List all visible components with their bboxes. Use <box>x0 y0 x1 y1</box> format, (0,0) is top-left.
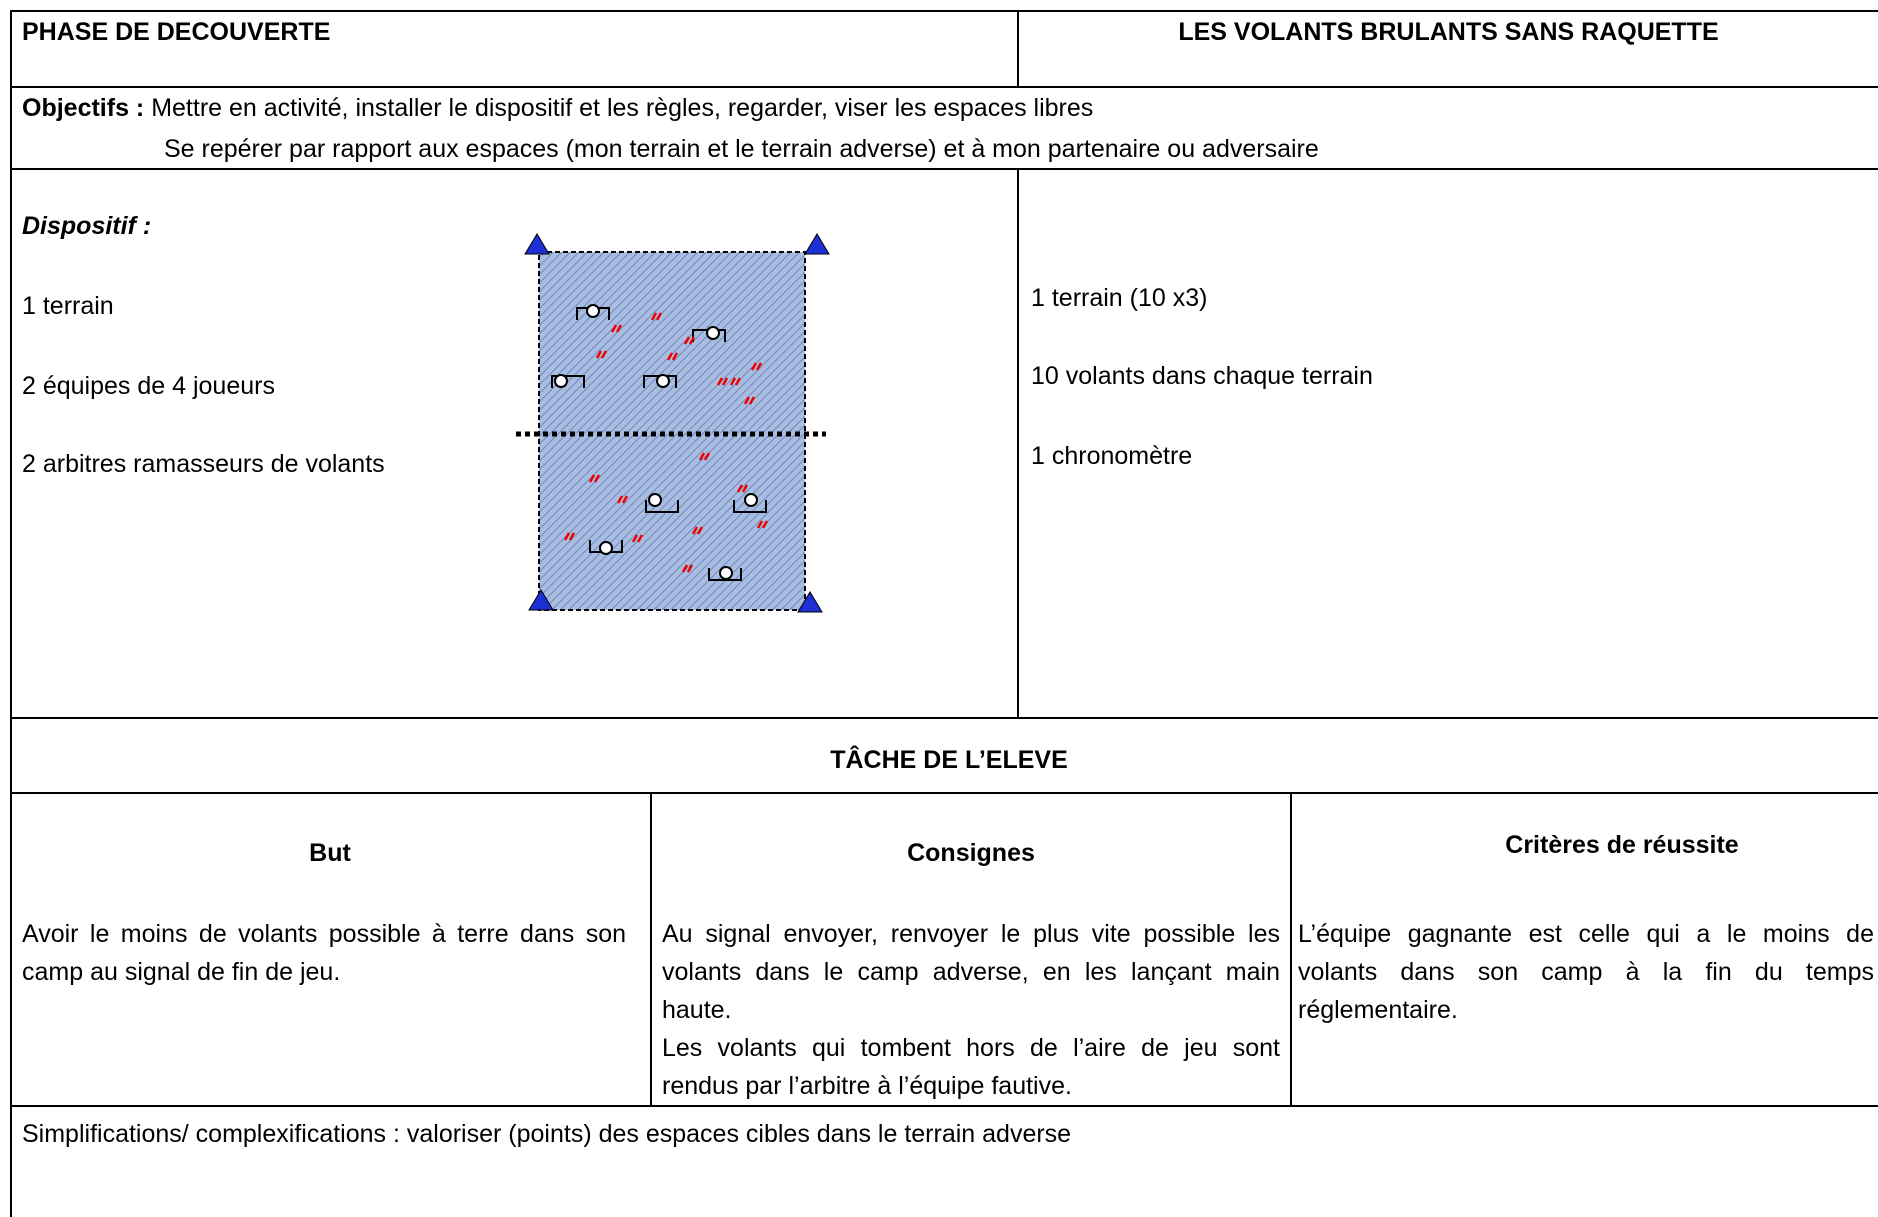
column-heading: Consignes <box>907 839 1035 867</box>
row-line <box>10 1105 1878 1107</box>
col-line <box>1017 168 1019 717</box>
right-item: 1 terrain (10 x3) <box>1031 284 1208 312</box>
right-item: 10 volants dans chaque terrain <box>1031 362 1373 390</box>
column-text: Avoir le moins de volants possible à ter… <box>22 920 626 986</box>
court-diagram <box>516 233 830 613</box>
left-item: 2 équipes de 4 joueurs <box>22 372 275 400</box>
objectives-line: Se repérer par rapport aux espaces (mon … <box>164 135 1319 163</box>
col-line <box>1017 10 1019 86</box>
left-item: 1 terrain <box>22 292 114 320</box>
column-text: Les volants qui tombent hors de l’aire d… <box>662 1034 1280 1100</box>
column-heading: Critères de réussite <box>1505 831 1739 859</box>
row-line <box>10 717 1878 719</box>
row-line <box>10 86 1878 88</box>
row-line <box>10 792 1878 794</box>
col-line <box>650 792 652 1105</box>
column-heading: But <box>309 839 351 867</box>
header-left: PHASE DE DECOUVERTE <box>22 18 331 46</box>
left-item: 2 arbitres ramasseurs de volants <box>22 450 385 478</box>
table-border <box>10 10 1878 1217</box>
right-item: 1 chronomètre <box>1031 442 1193 470</box>
task-title: TÂCHE DE L’ELEVE <box>830 746 1068 774</box>
row-line <box>10 168 1878 170</box>
dispositif-label: Dispositif : <box>22 212 152 240</box>
footer-text: Simplifications/ complexifications : val… <box>22 1120 1072 1148</box>
header-right: LES VOLANTS BRULANTS SANS RAQUETTE <box>1178 18 1719 46</box>
col-line <box>1290 792 1292 1105</box>
objectives-label: Objectifs : <box>22 94 145 122</box>
column-text: L’équipe gagnante est celle qui a le moi… <box>1298 920 1874 1024</box>
objectives-line: Mettre en activité, installer le disposi… <box>151 94 1094 122</box>
column-text: Au signal envoyer, renvoyer le plus vite… <box>662 920 1280 1024</box>
